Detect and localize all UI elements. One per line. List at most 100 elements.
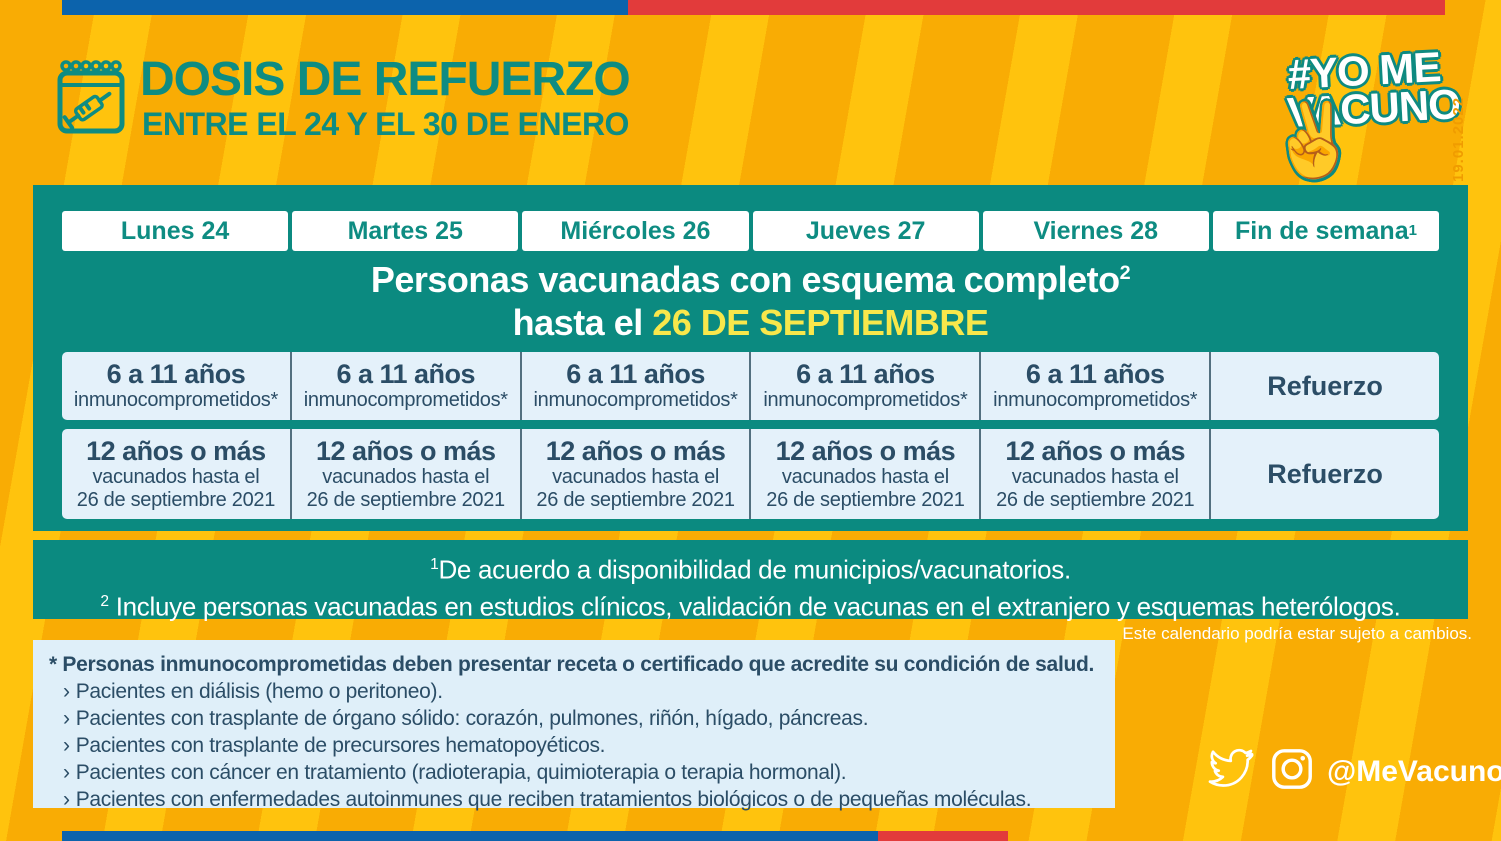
- day-label: Lunes 24: [120, 216, 230, 245]
- cell-title: 12 años o más: [315, 435, 496, 466]
- cell-title: 12 años o más: [775, 435, 956, 466]
- victory-hand-icon: ✌: [1261, 93, 1365, 189]
- social-handle: @MeVacuno: [1327, 754, 1501, 788]
- day-label: Martes 25: [347, 216, 463, 245]
- footnote-2-text: Incluye personas vacunadas en estudios c…: [108, 591, 1401, 622]
- immunocompromised-notes-box: * Personas inmunocomprometidas deben pre…: [33, 640, 1115, 811]
- bullet-icon: ›: [63, 788, 70, 811]
- list-item: › Pacientes con trasplante de precursores…: [49, 732, 1099, 759]
- list-item: › Pacientes con cáncer en tratamiento (ra…: [49, 759, 1099, 786]
- list-item-text: Pacientes con cáncer en tratamiento (rad…: [75, 761, 847, 784]
- day-label: Miércoles 26: [560, 216, 711, 245]
- footnotes-panel: 1De acuerdo a disponibilidad de municipi…: [33, 540, 1468, 621]
- banner-highlight-date: 26 DE SEPTIEMBRE: [652, 302, 989, 343]
- cell-title: 12 años o más: [1005, 435, 1186, 466]
- page-title: DOSIS DE REFUERZO: [140, 53, 631, 106]
- change-notice: Este calendario podría estar sujeto a ca…: [1122, 624, 1472, 643]
- instagram-icon: [1269, 746, 1315, 797]
- schedule-cell: 6 a 11 años inmunocomprometidos*: [289, 352, 520, 420]
- day-header-friday: Viernes 28: [982, 211, 1209, 251]
- cell-subtitle: vacunados hasta el: [92, 465, 260, 488]
- schedule-cell: 6 a 11 años inmunocomprometidos*: [62, 352, 290, 420]
- top-flag-red-stripe: [628, 0, 1445, 15]
- list-item-text: Pacientes con trasplante de precursores …: [75, 734, 606, 757]
- day-header-row: Lunes 24 Martes 25 Miércoles 26 Jueves 2…: [62, 211, 1440, 251]
- calendar-syringe-icon: [52, 55, 132, 146]
- cell-subtitle: inmunocomprometidos*: [533, 389, 738, 411]
- age-row-6-11: 6 a 11 años inmunocomprometidos* 6 a 11 a…: [62, 352, 1439, 420]
- day-header-tuesday: Martes 25: [292, 211, 519, 251]
- cell-subtitle: 26 de septiembre 2021: [766, 488, 965, 511]
- bottom-flag-blue-stripe: [62, 831, 878, 841]
- schedule-cell: 12 años o más vacunados hasta el 26 de sep…: [289, 429, 520, 519]
- cell-title: 12 años o más: [545, 435, 726, 466]
- cell-subtitle: vacunados hasta el: [781, 465, 949, 488]
- action-cell: Refuerzo: [1209, 429, 1439, 519]
- cell-subtitle: inmunocomprometidos*: [303, 389, 508, 411]
- footnote-2-marker: 2: [100, 592, 109, 610]
- banner-line1: Personas vacunadas con esquema completo2: [33, 259, 1468, 301]
- age-row-12-plus: 12 años o más vacunados hasta el 26 de sep…: [62, 429, 1439, 519]
- cell-subtitle: inmunocomprometidos*: [993, 389, 1198, 411]
- list-item: › Pacientes con trasplante de órgano sóli…: [49, 705, 1099, 732]
- list-item-text: Pacientes con trasplante de órgano sólid…: [75, 707, 869, 730]
- cell-subtitle: 26 de septiembre 2021: [536, 488, 735, 511]
- footnote-2: 2 Incluye personas vacunadas en estudios…: [33, 586, 1468, 623]
- day-header-thursday: Jueves 27: [752, 211, 979, 251]
- list-item: › Pacientes en diálisis (hemo o peritoneo…: [49, 678, 1099, 705]
- day-header-weekend: Fin de semana 1: [1212, 211, 1440, 251]
- schedule-cell: 6 a 11 años inmunocomprometidos*: [519, 352, 750, 420]
- cell-title: 6 a 11 años: [566, 359, 705, 389]
- footnote-1: 1De acuerdo a disponibilidad de municipi…: [33, 549, 1468, 586]
- banner-prefix: hasta el: [512, 302, 653, 343]
- schedule-cell: 12 años o más vacunados hasta el 26 de sep…: [62, 429, 290, 519]
- cell-subtitle: vacunados hasta el: [552, 465, 720, 488]
- banner-line2: hasta el 26 DE SEPTIEMBRE: [33, 302, 1468, 344]
- footnote-1-marker: 1: [430, 556, 439, 573]
- cell-title: 12 años o más: [86, 435, 266, 466]
- day-label: Fin de semana: [1234, 216, 1409, 245]
- bottom-flag-red-stripe: [878, 831, 1008, 841]
- twitter-icon: [1205, 746, 1257, 797]
- cell-title: 6 a 11 años: [796, 359, 935, 389]
- schedule-cell: 12 años o más vacunados hasta el 26 de sep…: [519, 429, 750, 519]
- footnote-1-text: De acuerdo a disponibilidad de municipio…: [438, 554, 1071, 585]
- cell-subtitle: 26 de septiembre 2021: [306, 488, 506, 511]
- banner-footnote-marker: 2: [1119, 262, 1131, 284]
- notes-title: * Personas inmunocomprometidas deben pre…: [49, 653, 1095, 676]
- schedule-cell: 6 a 11 años inmunocomprometidos*: [749, 352, 979, 420]
- action-label: Refuerzo: [1267, 370, 1383, 401]
- bullet-icon: ›: [63, 761, 70, 784]
- day-label: Jueves 27: [805, 216, 926, 245]
- banner-text: Personas vacunadas con esquema completo: [370, 259, 1120, 300]
- day-header-monday: Lunes 24: [62, 211, 289, 251]
- cell-subtitle: inmunocomprometidos*: [763, 389, 968, 411]
- cell-subtitle: inmunocomprometidos*: [73, 389, 278, 411]
- social-row: @MeVacuno: [1205, 746, 1501, 797]
- cell-title: 6 a 11 años: [1025, 359, 1165, 389]
- day-header-wednesday: Miércoles 26: [522, 211, 749, 251]
- bullet-icon: ›: [63, 734, 70, 757]
- schedule-cell: 12 años o más vacunados hasta el 26 de sep…: [979, 429, 1209, 519]
- cell-subtitle: vacunados hasta el: [1011, 465, 1179, 488]
- list-item: › Pacientes con enfermedades autoinmunes …: [49, 786, 1099, 813]
- cell-subtitle: 26 de septiembre 2021: [996, 488, 1195, 511]
- action-cell: Refuerzo: [1209, 352, 1439, 420]
- action-label: Refuerzo: [1267, 458, 1383, 489]
- schedule-cell: 12 años o más vacunados hasta el 26 de sep…: [749, 429, 979, 519]
- poster-date: 19.01.2022: [1450, 96, 1467, 182]
- cell-title: 6 a 11 años: [336, 359, 476, 389]
- top-flag-blue-stripe: [62, 0, 628, 15]
- calendar-panel: Lunes 24 Martes 25 Miércoles 26 Jueves 2…: [33, 185, 1468, 531]
- list-item-text: Pacientes en diálisis (hemo o peritoneo)…: [75, 680, 443, 703]
- cell-subtitle: 26 de septiembre 2021: [76, 488, 276, 511]
- bullet-icon: ›: [63, 680, 70, 703]
- list-item-text: Pacientes con enfermedades autoinmunes q…: [75, 788, 1032, 811]
- page-subtitle: ENTRE EL 24 Y EL 30 DE ENERO: [142, 106, 629, 142]
- schedule-cell: 6 a 11 años inmunocomprometidos*: [979, 352, 1209, 420]
- cell-title: 6 a 11 años: [106, 359, 246, 389]
- cell-subtitle: vacunados hasta el: [322, 465, 490, 488]
- bullet-icon: ›: [63, 707, 70, 730]
- day-label: Viernes 28: [1033, 216, 1159, 245]
